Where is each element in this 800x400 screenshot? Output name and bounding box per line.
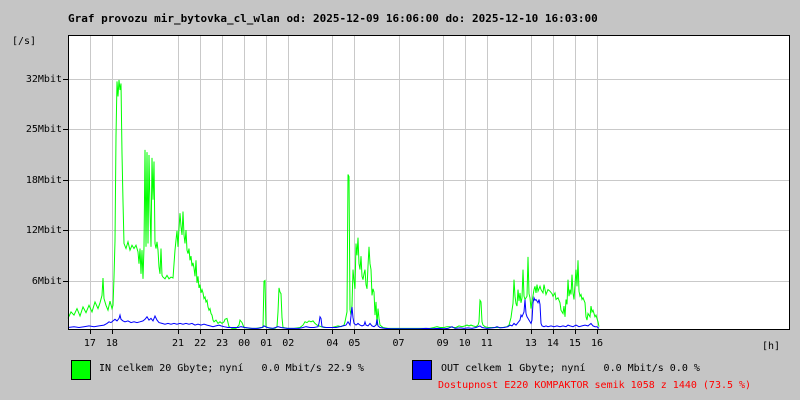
y-axis-label: 18Mbit: [25, 174, 62, 186]
plot-area: [68, 35, 790, 330]
x-axis-label: 16: [590, 338, 603, 349]
x-axis-label: 07: [392, 338, 405, 349]
y-axis-label: 32Mbit: [25, 73, 62, 85]
x-axis-unit: [h]: [762, 341, 781, 352]
x-axis-label: 04: [326, 338, 339, 349]
x-axis-label: 15: [568, 338, 581, 349]
legend-in-label: IN celkem 20 Gbyte; nyní 0.0 Mbit/s 22.9…: [99, 363, 364, 374]
x-axis-label: 11: [480, 338, 493, 349]
x-axis-label: 00: [238, 338, 251, 349]
graph-title: Graf provozu mir_bytovka_cl_wlan od: 202…: [68, 12, 598, 25]
x-axis-label: 13: [524, 338, 537, 349]
x-axis-label: 05: [348, 338, 361, 349]
y-axis-label: 12Mbit: [25, 225, 62, 236]
x-axis-label: 01: [260, 338, 273, 349]
plot-border: [68, 35, 790, 330]
legend-in-swatch: [71, 360, 91, 380]
availability-note: Dostupnost E220 KOMPAKTOR semik 1058 z 1…: [438, 380, 752, 391]
y-axis-unit: [/s]: [12, 36, 37, 47]
x-axis-label: 17: [83, 338, 96, 349]
x-axis-label: 09: [436, 338, 449, 349]
series-out-line: [67, 296, 600, 330]
y-axis-label: 25Mbit: [25, 124, 62, 135]
x-axis-label: 23: [216, 338, 229, 349]
x-axis-label: 14: [546, 338, 559, 349]
legend-out-label: OUT celkem 1 Gbyte; nyní 0.0 Mbit/s 0.0 …: [441, 363, 700, 374]
x-axis-label: 10: [458, 338, 471, 349]
x-axis-label: 18: [105, 338, 118, 349]
y-axis-label: 6Mbit: [31, 275, 62, 287]
x-axis-label: 22: [194, 338, 207, 349]
legend-out-swatch: [412, 360, 432, 380]
x-axis-label: 21: [172, 338, 185, 349]
x-axis-label: 02: [282, 338, 295, 349]
